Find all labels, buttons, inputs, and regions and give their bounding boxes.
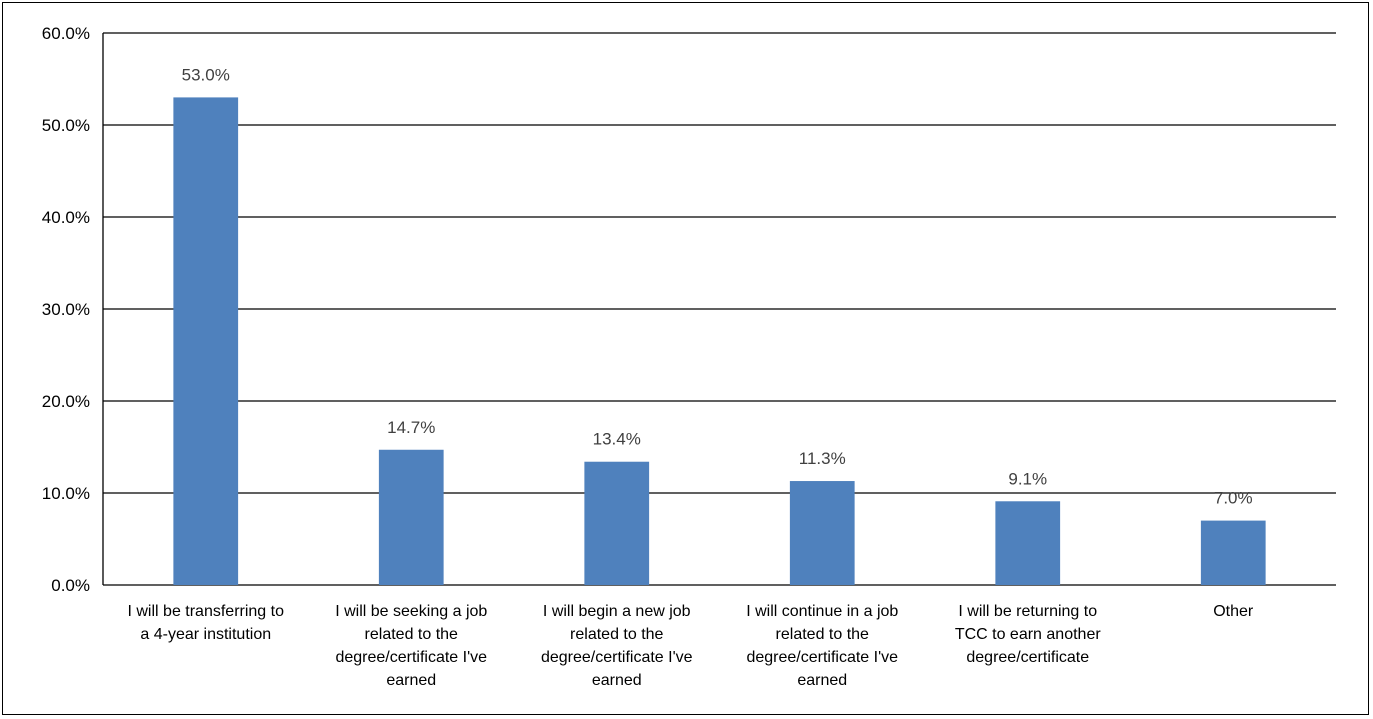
category-label: earned	[797, 672, 847, 689]
category-label: earned	[386, 672, 436, 689]
category-label: I will be seeking a job	[335, 603, 487, 620]
category-label: related to the	[570, 626, 664, 643]
category-label: degree/certificate I've	[746, 649, 898, 666]
category-label: a 4-year institution	[140, 626, 271, 643]
category-label: I will be transferring to	[127, 603, 284, 620]
data-label: 7.0%	[1214, 489, 1253, 508]
bar	[789, 481, 855, 585]
category-label: I will begin a new job	[543, 603, 691, 620]
category-label: earned	[592, 672, 642, 689]
y-tick-label: 30.0%	[42, 300, 90, 319]
bar	[995, 501, 1061, 585]
bar	[584, 461, 650, 585]
category-label: related to the	[776, 626, 870, 643]
category-label: degree/certificate	[966, 649, 1089, 666]
y-tick-label: 20.0%	[42, 392, 90, 411]
category-label: related to the	[365, 626, 459, 643]
y-tick-label: 50.0%	[42, 116, 90, 135]
category-label: degree/certificate I've	[335, 649, 487, 666]
data-label: 9.1%	[1008, 469, 1047, 488]
category-label: Other	[1213, 603, 1254, 620]
category-label: I will continue in a job	[746, 603, 898, 620]
data-label: 13.4%	[593, 430, 641, 449]
bar	[1200, 520, 1266, 585]
category-label: degree/certificate I've	[541, 649, 693, 666]
data-label: 14.7%	[387, 418, 435, 437]
y-tick-label: 40.0%	[42, 208, 90, 227]
y-tick-label: 10.0%	[42, 484, 90, 503]
y-tick-label: 60.0%	[42, 24, 90, 43]
category-label: I will be returning to	[958, 603, 1097, 620]
data-label: 53.0%	[182, 65, 230, 84]
y-tick-label: 0.0%	[51, 576, 90, 595]
category-label: TCC to earn another	[955, 626, 1102, 643]
data-label: 11.3%	[799, 449, 846, 468]
bar	[378, 449, 444, 585]
bar	[173, 97, 239, 586]
